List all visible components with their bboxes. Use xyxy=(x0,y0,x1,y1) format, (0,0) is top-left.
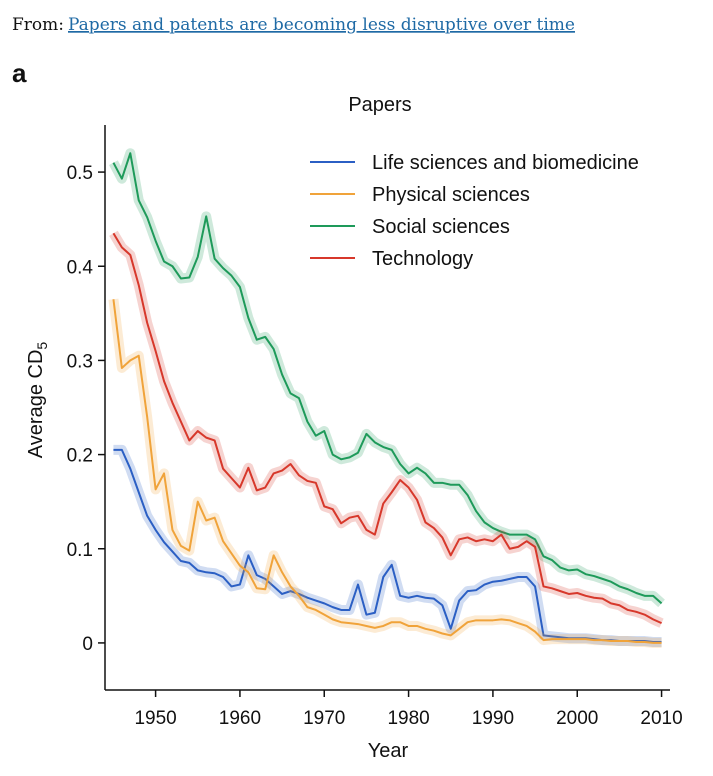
legend-label: Technology xyxy=(372,248,473,270)
y-tick-label: 0.1 xyxy=(67,540,93,561)
x-tick-label: 2010 xyxy=(640,708,682,729)
series-line xyxy=(113,448,662,643)
x-tick-label: 1970 xyxy=(303,708,345,729)
panel-label: a xyxy=(12,58,27,88)
y-axis-label-main: Average CD xyxy=(25,350,47,459)
x-tick-label: 1990 xyxy=(472,708,514,729)
legend-label: Life sciences and biomedicine xyxy=(372,152,639,174)
x-tick-label: 1950 xyxy=(134,708,176,729)
x-axis-label: Year xyxy=(368,740,409,762)
header-prefix: From: xyxy=(12,15,64,35)
y-axis-label-sub: 5 xyxy=(34,342,50,350)
header-link[interactable]: Papers and patents are becoming less dis… xyxy=(68,15,575,35)
legend-label: Physical sciences xyxy=(372,184,530,206)
chart-title: Papers xyxy=(348,94,411,116)
legend-label: Social sciences xyxy=(372,216,510,238)
y-tick-label: 0.5 xyxy=(67,163,93,184)
x-tick-label: 1980 xyxy=(387,708,429,729)
y-tick-label: 0.4 xyxy=(67,257,94,278)
y-axis-label: Average CD5 xyxy=(25,342,50,459)
x-tick-label: 2000 xyxy=(556,708,598,729)
y-tick-label: 0.3 xyxy=(67,351,93,372)
series-line xyxy=(112,152,663,605)
y-tick-label: 0 xyxy=(82,634,93,655)
y-tick-label: 0.2 xyxy=(67,446,93,467)
series-line xyxy=(112,299,662,644)
x-tick-label: 1960 xyxy=(219,708,261,729)
confidence-band xyxy=(113,444,662,647)
series-line xyxy=(112,232,662,625)
